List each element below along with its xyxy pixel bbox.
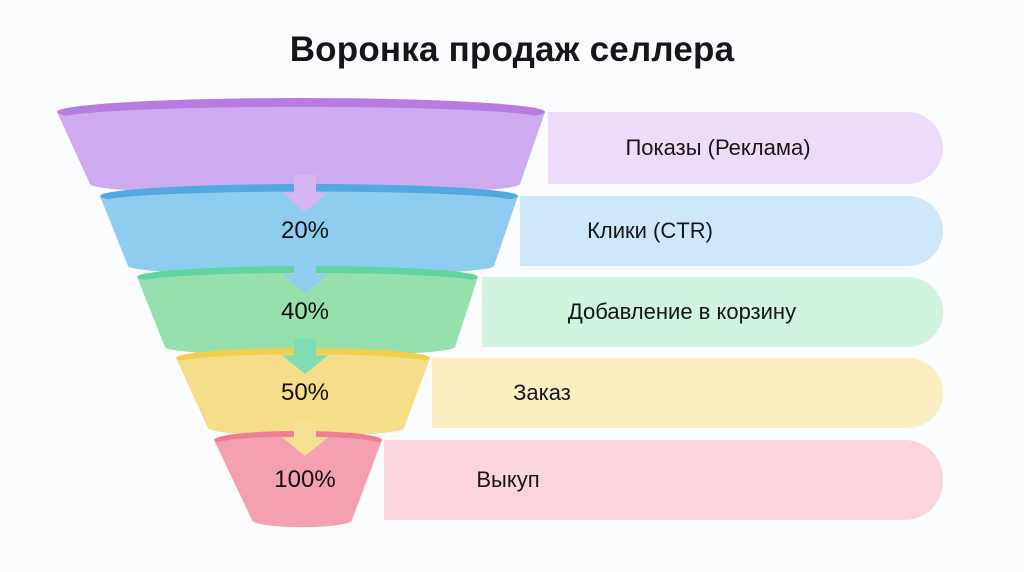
funnel-connector-arrow-down-icon bbox=[282, 420, 328, 456]
funnel-stage-clicks[interactable]: 20% Клики (CTR) bbox=[0, 184, 1024, 276]
stage-label-band bbox=[432, 358, 943, 428]
funnel-mouth-inner bbox=[60, 106, 542, 130]
stage-conversion-percent: 50% bbox=[280, 379, 330, 406]
funnel-connector-arrow-down-icon bbox=[282, 175, 328, 212]
stage-label-band bbox=[384, 440, 943, 520]
funnel-stage-shape bbox=[57, 98, 545, 196]
funnel-cone-body bbox=[176, 358, 430, 436]
stage-label-text: Клики (CTR) bbox=[587, 218, 713, 243]
stage-label-band bbox=[482, 277, 943, 347]
funnel-cone-body bbox=[57, 112, 545, 196]
stage-conversion-percent: 40% bbox=[280, 298, 330, 325]
stage-label-band bbox=[548, 112, 943, 184]
stage-conversion-percent: 100% bbox=[274, 466, 336, 493]
funnel-cone-body bbox=[100, 196, 518, 276]
stage-label-band bbox=[520, 196, 943, 266]
funnel-stage-add-to-cart[interactable]: 40% Добавление в корзину bbox=[0, 266, 1024, 356]
funnel-stage-impressions[interactable]: Показы (Реклама) bbox=[0, 98, 1024, 196]
stage-conversion-percent: 20% bbox=[280, 217, 330, 244]
stage-label-text: Добавление в корзину bbox=[567, 299, 797, 324]
stage-label-text: Показы (Реклама) bbox=[625, 135, 811, 160]
funnel-cone-body bbox=[214, 440, 382, 528]
funnel-cone-body bbox=[137, 277, 478, 356]
funnel-connector-arrow-down-icon bbox=[282, 257, 328, 293]
funnel-connector-arrow-down-icon bbox=[282, 338, 328, 374]
funnel-stage-order[interactable]: 50% Заказ bbox=[0, 348, 1024, 436]
page-title: Воронка продаж селлера bbox=[289, 30, 735, 69]
stage-label-text: Заказ bbox=[513, 380, 571, 405]
funnel-stage-redemption[interactable]: 100% Выкуп bbox=[0, 431, 1024, 528]
stage-label-text: Выкуп bbox=[476, 467, 540, 492]
